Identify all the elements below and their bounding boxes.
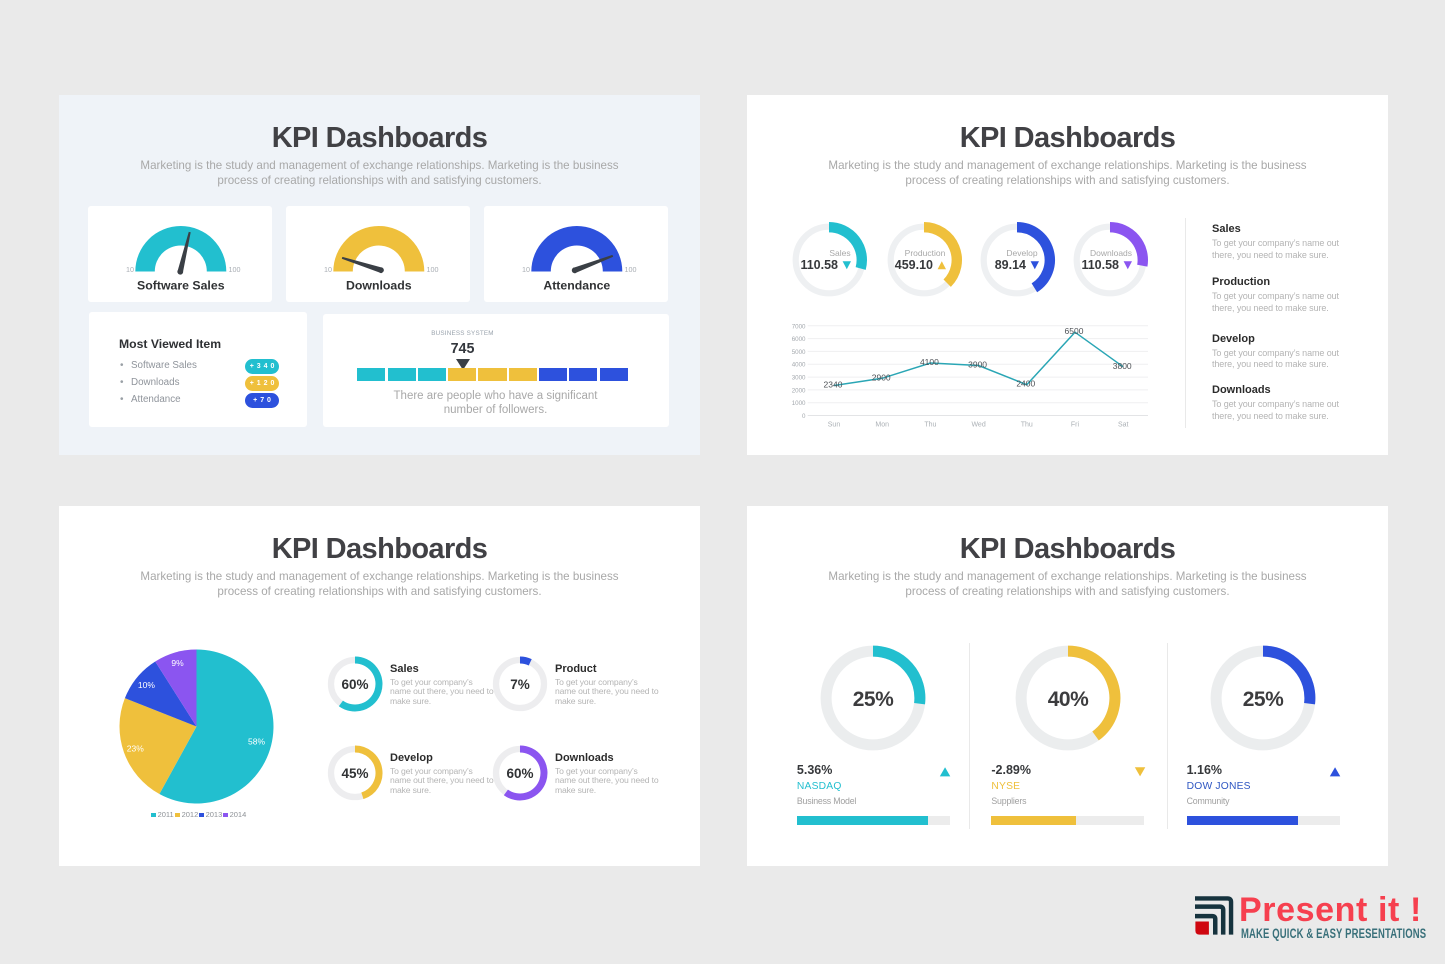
svg-text:Develop: Develop: [1006, 248, 1037, 258]
svg-text:Thu: Thu: [924, 422, 936, 429]
svg-text:Mon: Mon: [875, 422, 889, 429]
svg-text:Attendance: Attendance: [543, 278, 610, 292]
svg-text:10: 10: [126, 265, 134, 274]
svg-text:7%: 7%: [510, 676, 530, 691]
svg-text:25%: 25%: [1243, 688, 1284, 711]
svg-text:60%: 60%: [341, 676, 368, 691]
svg-text:Downloads: Downloads: [1090, 248, 1132, 258]
svg-text:4100: 4100: [920, 357, 939, 367]
svg-text:45%: 45%: [341, 765, 368, 780]
svg-text:0: 0: [802, 413, 806, 420]
svg-text:10: 10: [522, 265, 530, 274]
svg-text:459.10: 459.10: [894, 258, 932, 272]
svg-text:Wed: Wed: [971, 422, 985, 429]
svg-text:10%: 10%: [137, 680, 154, 690]
svg-text:110.58: 110.58: [800, 258, 838, 272]
svg-text:9%: 9%: [171, 658, 184, 668]
svg-text:89.14: 89.14: [994, 258, 1025, 272]
svg-text:2000: 2000: [792, 387, 806, 394]
svg-text:2340: 2340: [824, 380, 843, 390]
svg-text:7000: 7000: [792, 323, 806, 330]
svg-text:5000: 5000: [792, 349, 806, 356]
svg-text:Thu: Thu: [1021, 422, 1033, 429]
svg-text:40%: 40%: [1048, 688, 1089, 711]
svg-text:Sales: Sales: [829, 248, 850, 258]
svg-text:110.58: 110.58: [1081, 258, 1119, 272]
svg-text:3900: 3900: [968, 360, 987, 370]
svg-text:Fri: Fri: [1071, 422, 1080, 429]
svg-text:58%: 58%: [247, 737, 264, 747]
svg-text:25%: 25%: [853, 688, 894, 711]
svg-text:Sun: Sun: [828, 422, 841, 429]
svg-text:1000: 1000: [792, 400, 806, 407]
svg-text:10: 10: [324, 265, 332, 274]
svg-text:100: 100: [229, 265, 241, 274]
svg-text:100: 100: [426, 265, 438, 274]
svg-text:Software Sales: Software Sales: [137, 278, 225, 292]
svg-text:60%: 60%: [506, 765, 533, 780]
svg-text:2900: 2900: [872, 372, 891, 382]
svg-text:Sat: Sat: [1118, 422, 1129, 429]
svg-text:2400: 2400: [1016, 379, 1035, 389]
svg-text:6500: 6500: [1065, 326, 1084, 336]
svg-text:4000: 4000: [792, 362, 806, 369]
svg-text:6000: 6000: [792, 336, 806, 343]
svg-text:3800: 3800: [1113, 361, 1132, 371]
svg-text:3000: 3000: [792, 375, 806, 382]
svg-text:100: 100: [624, 265, 636, 274]
svg-text:23%: 23%: [126, 744, 143, 754]
svg-text:Production: Production: [904, 248, 945, 258]
svg-text:Downloads: Downloads: [346, 278, 412, 292]
